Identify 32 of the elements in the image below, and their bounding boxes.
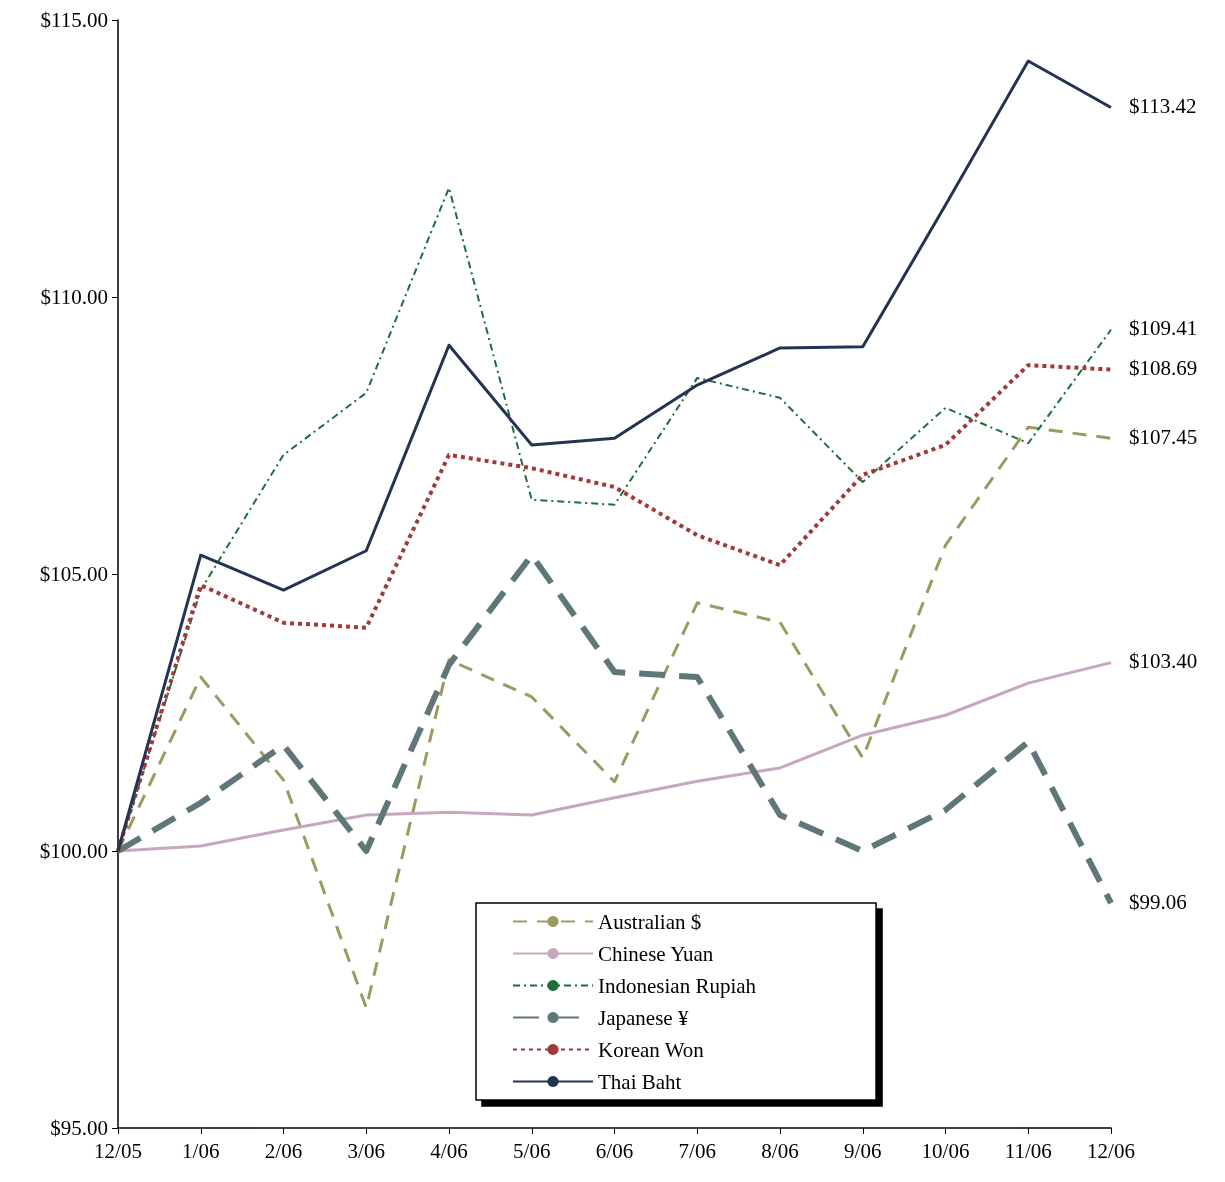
annotation: $107.45	[1129, 424, 1198, 449]
x-tick-label: 12/05	[94, 1138, 142, 1163]
y-tick-label: $95.00	[50, 1116, 108, 1140]
annotation: $99.06	[1129, 889, 1187, 914]
annotation: $109.41	[1129, 316, 1198, 341]
x-tick-label: 8/06	[761, 1138, 799, 1163]
legend-label: Indonesian Rupiah	[598, 973, 757, 998]
y-tick-label: $110.00	[40, 285, 108, 309]
x-tick-label: 11/06	[1004, 1138, 1052, 1163]
line-series	[116, 59, 1113, 853]
y-tick-label: $115.00	[40, 8, 108, 32]
legend-label: Thai Baht	[598, 1069, 682, 1094]
x-tick-label: 4/06	[430, 1138, 468, 1163]
line-series	[116, 363, 1113, 853]
x-tick-label: 12/06	[1087, 1138, 1135, 1163]
x-tick-label: 7/06	[678, 1138, 716, 1163]
legend-label: Chinese Yuan	[598, 941, 714, 966]
annotation: $103.40	[1129, 649, 1198, 674]
x-tick-label: 1/06	[182, 1138, 220, 1163]
x-tick-label: 3/06	[347, 1138, 385, 1163]
legend-label: Korean Won	[598, 1037, 705, 1062]
x-tick-label: 2/06	[264, 1138, 303, 1163]
legend-label: Japanese ¥	[598, 1005, 689, 1030]
x-tick-label: 6/06	[595, 1138, 634, 1163]
x-tick-label: 9/06	[844, 1138, 882, 1163]
y-tick-label: $100.00	[39, 839, 108, 863]
x-tick-label: 10/06	[921, 1138, 970, 1163]
annotation: $113.42	[1129, 94, 1197, 119]
annotation: $108.69	[1129, 356, 1198, 381]
y-tick-label: $105.00	[39, 562, 108, 586]
x-tick-label: 5/06	[513, 1138, 551, 1163]
legend-label: Australian $	[598, 909, 702, 934]
